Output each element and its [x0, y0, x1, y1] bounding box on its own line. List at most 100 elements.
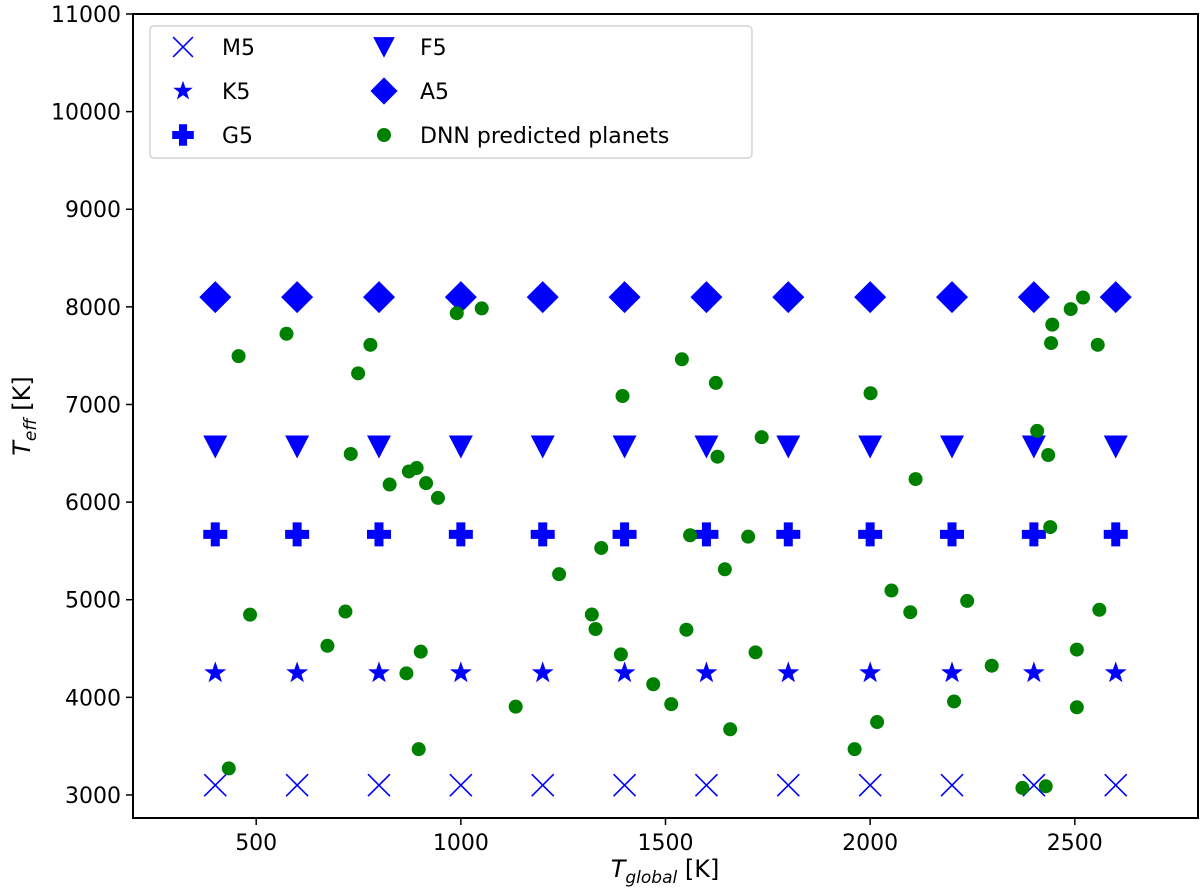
reference-k5-marker	[777, 661, 800, 683]
legend-label: K5	[222, 80, 250, 105]
reference-g5-marker	[448, 522, 473, 547]
dnn-planet-point	[1090, 337, 1105, 352]
reference-f5-marker	[285, 435, 310, 459]
dnn-planet-point	[474, 301, 489, 316]
reference-m5-marker-stroke	[203, 773, 227, 797]
reference-m5-marker	[694, 773, 718, 797]
x-tick-label: 2500	[1047, 831, 1103, 856]
y-axis-label: Teff [K]	[8, 376, 41, 456]
y-tick-label: 6000	[65, 491, 121, 516]
dnn-planet-point	[960, 593, 975, 608]
reference-a5-marker	[199, 281, 232, 314]
y-tick-label: 3000	[65, 784, 121, 809]
reference-g5-marker	[776, 522, 801, 547]
reference-g5-marker	[940, 522, 965, 547]
reference-m5-marker	[940, 773, 964, 797]
legend-box	[149, 25, 753, 159]
dnn-planet-point	[863, 386, 878, 401]
reference-m5-marker	[858, 773, 882, 797]
reference-m5-marker	[367, 773, 391, 797]
reference-f5-marker	[1103, 435, 1128, 459]
y-tick-label: 11000	[51, 3, 121, 28]
legend-label: F5	[420, 36, 447, 61]
reference-m5-marker	[203, 773, 227, 797]
dnn-planet-point	[741, 529, 756, 544]
dnn-planet-point	[754, 430, 769, 445]
legend-marker-a5	[370, 77, 398, 105]
dnn-planet-point	[449, 306, 464, 321]
reference-a5-marker	[772, 281, 805, 314]
legend-marker-dnn-predicted-planets	[377, 128, 391, 142]
x-tick-label: 500	[235, 831, 277, 856]
x-axis-label: Tglobal [K]	[611, 855, 720, 888]
dnn-planet-point	[584, 607, 599, 622]
dnn-planet-point	[363, 337, 378, 352]
legend-marker-m5	[172, 36, 194, 58]
reference-a5-marker	[281, 281, 314, 314]
reference-m5-marker-stroke	[940, 773, 964, 797]
legend-marker-k5	[173, 80, 193, 100]
reference-m5-marker-stroke	[1104, 773, 1128, 797]
reference-m5-marker	[1104, 773, 1128, 797]
dnn-planet-point	[723, 722, 738, 737]
legend-marker-g5	[172, 124, 194, 146]
reference-f5-marker	[448, 435, 473, 459]
y-tick-label: 9000	[65, 198, 121, 223]
dnn-planet-point	[870, 715, 885, 730]
reference-a5-marker	[362, 281, 395, 314]
dnn-planet-point	[508, 699, 523, 714]
reference-k5-marker	[1022, 661, 1045, 683]
dnn-planet-point	[1069, 700, 1084, 715]
reference-g5-marker	[612, 522, 637, 547]
dnn-planet-point	[1069, 642, 1084, 657]
dnn-planet-point	[343, 446, 358, 461]
dnn-planet-point	[588, 622, 603, 637]
reference-k5-marker	[286, 661, 309, 683]
legend-label: A5	[420, 80, 449, 105]
reference-a5-marker	[1017, 281, 1050, 314]
dnn-planet-point	[1044, 336, 1059, 351]
dnn-planet-point	[717, 562, 732, 577]
x-tick-label: 2000	[842, 831, 898, 856]
x-tick-label: 1000	[433, 831, 489, 856]
y-tick-label: 7000	[65, 393, 121, 418]
dnn-planet-point	[1045, 317, 1060, 332]
reference-k5-marker	[449, 661, 472, 683]
y-tick-label: 8000	[65, 296, 121, 321]
dnn-planet-point	[351, 366, 366, 381]
reference-f5-marker	[1021, 435, 1046, 459]
reference-m5-marker-stroke	[449, 773, 473, 797]
y-tick-label: 10000	[51, 101, 121, 126]
dnn-planet-point	[710, 449, 725, 464]
dnn-planet-point	[908, 472, 923, 487]
dnn-planet-point	[847, 742, 862, 757]
dnn-planet-point	[708, 375, 723, 390]
reference-f5-marker	[940, 435, 965, 459]
dnn-planet-point	[430, 490, 445, 505]
dnn-planet-point	[947, 694, 962, 709]
y-tick-label: 5000	[65, 589, 121, 614]
reference-k5-marker	[695, 661, 718, 683]
dnn-planet-point	[1075, 290, 1090, 305]
dnn-planet-point	[679, 622, 694, 637]
reference-g5-marker	[694, 522, 719, 547]
reference-a5-marker	[1099, 281, 1132, 314]
legend: M5 K5 G5 F5 A5 DNN predicted planets	[149, 25, 753, 159]
y-tick-label: 4000	[65, 686, 121, 711]
reference-g5-marker	[530, 522, 555, 547]
dnn-planet-point	[615, 388, 630, 403]
reference-g5-marker	[858, 522, 883, 547]
reference-m5-marker-stroke	[776, 773, 800, 797]
reference-a5-marker	[690, 281, 723, 314]
reference-k5-marker	[531, 661, 554, 683]
dnn-planet-point	[884, 583, 899, 598]
dnn-planet-point	[1038, 779, 1053, 794]
dnn-planet-point	[674, 352, 689, 367]
reference-m5-marker-stroke	[613, 773, 637, 797]
reference-f5-marker	[366, 435, 391, 459]
dnn-planet-point	[1043, 520, 1058, 535]
reference-a5-marker	[608, 281, 641, 314]
dnn-planet-point	[409, 461, 424, 476]
dnn-planet-point	[613, 647, 628, 662]
